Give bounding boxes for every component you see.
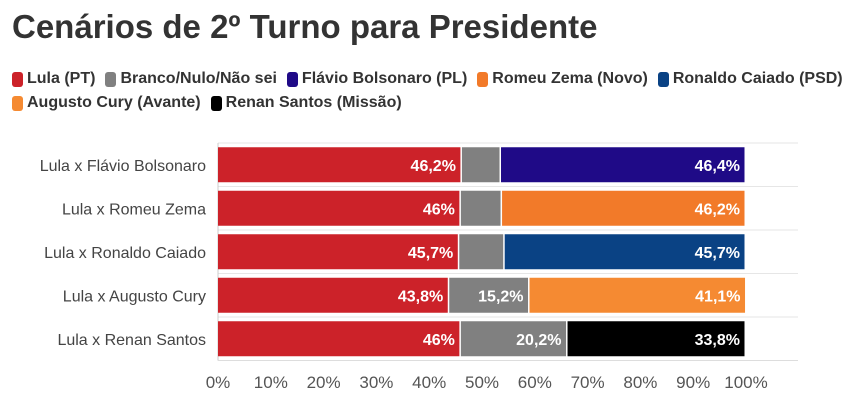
data-label: 46,2%	[695, 201, 740, 218]
data-label: 46,2%	[411, 158, 456, 175]
legend-label: Lula (PT)	[27, 70, 96, 87]
x-tick-label: 10%	[254, 373, 288, 392]
x-tick-label: 80%	[623, 373, 657, 392]
category-label: Lula x Flávio Bolsonaro	[40, 158, 206, 175]
bar-segment	[460, 190, 501, 226]
data-label: 45,7%	[408, 245, 453, 262]
category-label: Lula x Ronaldo Caiado	[44, 245, 206, 262]
legend-label: Branco/Nulo/Não sei	[120, 70, 277, 87]
category-label: Lula x Augusto Cury	[63, 288, 206, 305]
bar-segment	[218, 277, 448, 313]
legend-swatch	[210, 95, 222, 111]
legend-swatch	[12, 95, 23, 111]
category-label: Lula x Renan Santos	[57, 332, 206, 349]
bar-segment	[449, 277, 529, 313]
legend-label: Romeu Zema (Novo)	[492, 70, 648, 87]
data-label: 45,7%	[695, 245, 740, 262]
legend-item: Flávio Bolsonaro (PL)	[286, 70, 468, 88]
data-label: 20,2%	[516, 332, 561, 349]
legend-item: Augusto Cury (Avante)	[12, 94, 201, 112]
bar-segment	[504, 234, 745, 270]
data-label: 41,1%	[695, 288, 740, 305]
legend-item: Branco/Nulo/Não sei	[105, 70, 277, 88]
legend-swatch	[12, 71, 23, 87]
bar-segment	[218, 190, 460, 226]
legend-swatch	[105, 71, 117, 87]
legend-item: Romeu Zema (Novo)	[477, 70, 648, 88]
data-label: 46%	[423, 201, 455, 218]
chart-legend: Lula (PT) Branco/Nulo/Não sei Flávio Bolso…	[12, 70, 852, 112]
data-label: 46%	[423, 332, 455, 349]
bar-segment	[218, 234, 458, 270]
legend-item: Renan Santos (Missão)	[210, 94, 402, 112]
chart-title: Cenários de 2º Turno para Presidente	[12, 8, 598, 45]
bar-segment	[461, 147, 500, 183]
x-tick-label: 60%	[518, 373, 552, 392]
legend-label: Ronaldo Caiado (PSD)	[672, 70, 843, 87]
data-label: 46,4%	[695, 158, 740, 175]
legend-label: Renan Santos (Missão)	[225, 94, 402, 111]
bar-segment	[529, 277, 746, 313]
bar-segment	[567, 321, 745, 357]
x-tick-label: 30%	[359, 373, 393, 392]
legend-item: Ronaldo Caiado (PSD)	[657, 70, 843, 88]
data-label: 15,2%	[478, 288, 523, 305]
x-tick-label: 100%	[724, 373, 767, 392]
x-tick-label: 0%	[206, 373, 231, 392]
bar-segment	[218, 321, 460, 357]
legend-label: Augusto Cury (Avante)	[27, 94, 201, 111]
x-tick-label: 50%	[465, 373, 499, 392]
x-tick-label: 90%	[676, 373, 710, 392]
legend-label: Flávio Bolsonaro (PL)	[301, 70, 468, 87]
x-tick-label: 20%	[307, 373, 341, 392]
category-label: Lula x Romeu Zema	[62, 201, 206, 218]
data-label: 33,8%	[695, 332, 740, 349]
bar-segment	[218, 147, 461, 183]
legend-swatch	[657, 71, 669, 87]
legend-swatch	[477, 71, 489, 87]
x-tick-label: 70%	[571, 373, 605, 392]
bar-segment	[501, 147, 745, 183]
bar-segment	[460, 321, 567, 357]
bar-segment	[459, 234, 504, 270]
bar-segment	[502, 190, 745, 226]
x-tick-label: 40%	[412, 373, 446, 392]
legend-item: Lula (PT)	[12, 70, 95, 88]
legend-swatch	[286, 71, 298, 87]
data-label: 43,8%	[398, 288, 443, 305]
